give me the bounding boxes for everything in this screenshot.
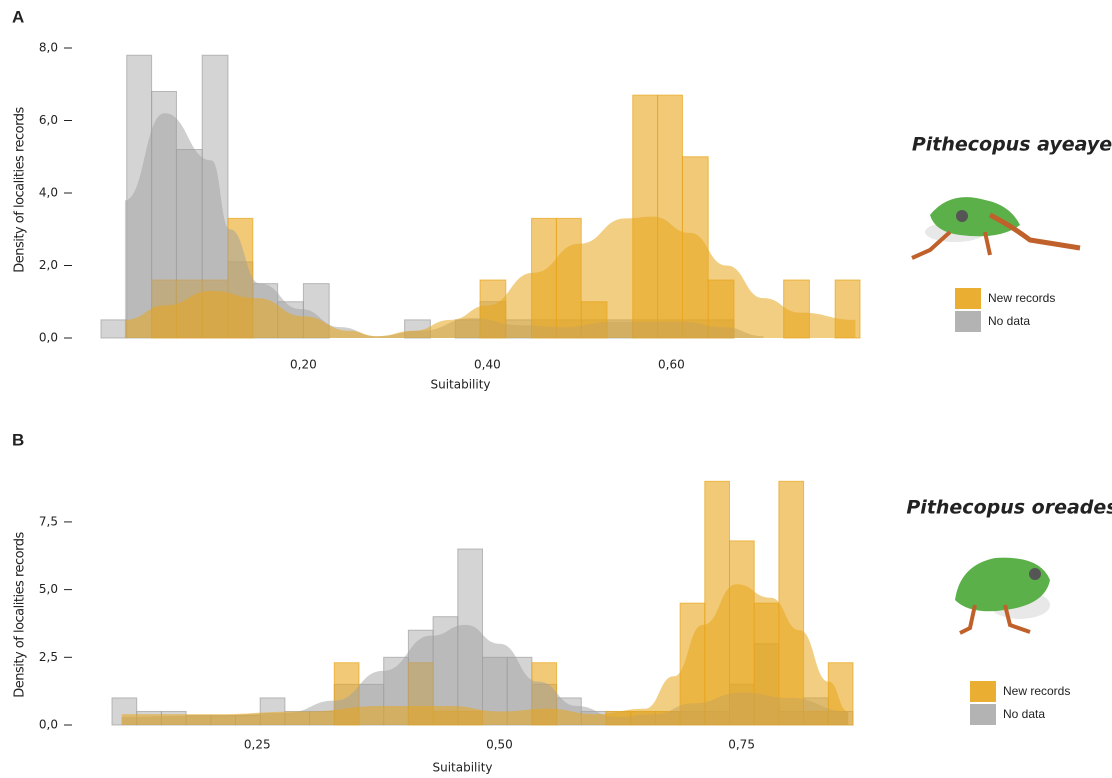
y-tick-label: 0,0 <box>39 718 58 732</box>
legend-label: New records <box>1003 684 1070 698</box>
x-axis-title: Suitability <box>432 761 492 775</box>
x-axis-title: Suitability <box>430 378 490 392</box>
y-tick-label: 4,0 <box>39 186 58 200</box>
legend-label: No data <box>1003 707 1045 721</box>
bar <box>101 320 127 338</box>
legend-swatch <box>970 681 996 702</box>
x-tick-label: 0,25 <box>244 738 271 752</box>
y-tick-label: 7,5 <box>39 514 58 528</box>
x-tick-label: 0,60 <box>658 358 685 372</box>
species-name: Pithecopus oreades <box>906 497 1112 519</box>
legend-swatch <box>955 311 981 332</box>
x-tick-label: 0,40 <box>474 358 501 372</box>
y-tick-label: 8,0 <box>39 41 58 55</box>
legend-label: New records <box>988 291 1055 305</box>
figure: A Pithecopus ayeaye 0,0 2,0 4,0 6,0 8,0 0,20 0,4… <box>0 0 1112 778</box>
x-tick-label: 0,20 <box>290 358 317 372</box>
species-name: Pithecopus ayeaye <box>912 134 1112 156</box>
y-tick-label: 6,0 <box>39 113 58 127</box>
y-tick-label: 0,0 <box>39 331 58 345</box>
legend-swatch <box>970 704 996 725</box>
panel-label: A <box>12 7 24 26</box>
y-axis-title: Density of localities records <box>13 532 28 698</box>
frog-a <box>912 197 1080 258</box>
x-tick-label: 0,75 <box>728 738 755 752</box>
y-axis-title: Density of localities records <box>13 107 28 273</box>
x-tick-label: 0,50 <box>486 738 513 752</box>
y-tick-label: 2,0 <box>39 258 58 272</box>
legend-label: No data <box>988 314 1030 328</box>
frog-b <box>955 558 1050 633</box>
y-tick-label: 2,5 <box>39 650 58 664</box>
y-tick-label: 5,0 <box>39 582 58 596</box>
legend-swatch <box>955 288 981 309</box>
panel-label: B <box>12 430 24 449</box>
